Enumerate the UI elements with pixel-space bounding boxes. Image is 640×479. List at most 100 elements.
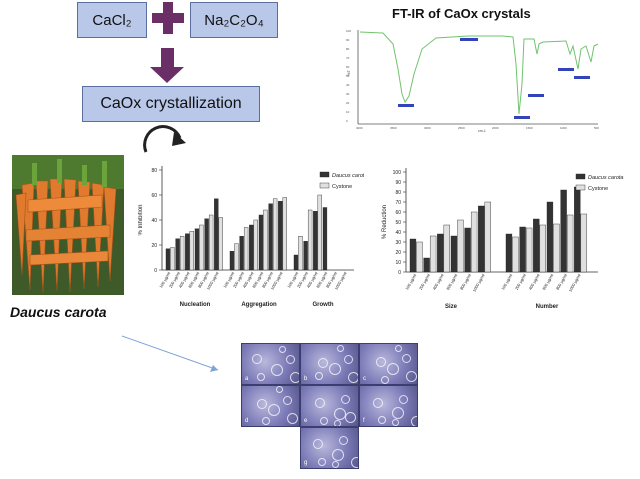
crystal-blob [279, 345, 286, 353]
crystal-blob [276, 386, 283, 393]
bar [263, 209, 268, 271]
category-tick-label: 1000 µg/ml [471, 273, 485, 293]
bar [199, 224, 204, 271]
reagent-cacl2-label: CaCl₂ [92, 11, 132, 29]
y-tick-label: 80 [151, 168, 157, 174]
crystal-blob [287, 412, 298, 424]
bar [194, 228, 200, 271]
legend-swatch [575, 173, 586, 180]
legend-label: Daucus carota [332, 173, 364, 179]
crystal-blob [318, 457, 326, 466]
crystal-blob [268, 404, 280, 416]
bar [539, 224, 546, 273]
ftir-y-tick: 100 [346, 29, 351, 33]
bar [208, 214, 214, 271]
category-tick-label: 1000 µg/ml [567, 273, 581, 293]
category-tick-label: 800 µg/ml [555, 273, 568, 291]
category-tick-label: 400 µg/ml [528, 273, 541, 291]
crystal-blob [406, 371, 417, 382]
y-tick-label: 30 [395, 240, 401, 246]
bar [423, 257, 430, 273]
micrograph: c [359, 343, 418, 385]
crystal-blob [345, 412, 356, 423]
svg-text:cm-1: cm-1 [478, 129, 486, 133]
bar [437, 233, 444, 273]
crystal-blob [271, 363, 283, 376]
y-axis-label: % Reduction [382, 205, 388, 239]
bar [478, 205, 485, 273]
bar [204, 218, 209, 271]
y-tick-label: 20 [151, 243, 157, 249]
ftir-x-tick: 1000 [560, 126, 567, 130]
bar [243, 227, 249, 271]
bar [258, 214, 264, 271]
down-arrow-icon [161, 48, 174, 68]
y-tick-label: 70 [395, 200, 401, 206]
bar [443, 224, 450, 273]
ftir-y-tick: 80 [346, 47, 350, 51]
crystal-blob [286, 355, 295, 364]
crystal-blob [334, 419, 341, 426]
y-tick-label: 20 [395, 250, 401, 256]
bar [278, 201, 283, 271]
micrograph-label: g [304, 460, 308, 466]
crystal-blob [257, 398, 267, 409]
bar [249, 224, 254, 271]
bar [525, 227, 533, 273]
crystal-blob [313, 439, 323, 449]
ftir-y-tick: 60 [346, 65, 350, 69]
crystal-blob [339, 436, 348, 445]
legend-label: Cystone [332, 184, 352, 190]
category-tick-label: 400 µg/ml [432, 273, 445, 291]
connector-arrow-icon [121, 335, 219, 372]
bar [268, 203, 273, 271]
y-tick-label: 0 [398, 270, 401, 276]
ftir-y-tick: 40 [346, 83, 350, 87]
y-tick-label: 60 [395, 210, 401, 216]
ftir-x-tick: 1500 [526, 126, 533, 130]
crystal-blob [411, 415, 417, 426]
crystal-blob [341, 395, 350, 404]
bar [505, 233, 513, 273]
y-tick-label: 80 [395, 190, 401, 196]
crystal-blob [376, 357, 386, 367]
ftir-title: FT-IR of CaOx crystals [392, 6, 531, 21]
bar [546, 201, 554, 273]
crystal-blob [378, 416, 386, 424]
crystal-blob [283, 395, 292, 405]
crystal-blob [373, 397, 383, 408]
crystal-blob [344, 354, 353, 364]
bar [214, 198, 219, 271]
bar [229, 251, 235, 271]
category-tick-label: 600 µg/ml [541, 273, 554, 291]
crystal-blob [315, 372, 323, 380]
micrograph: b [300, 343, 359, 385]
bar [239, 236, 244, 271]
bar [450, 235, 458, 273]
crystal-blob [332, 460, 339, 468]
legend-swatch [575, 184, 586, 191]
category-tick-label: 100 µg/ml [404, 273, 417, 291]
bar [253, 219, 258, 271]
crystallization-box: CaOx crystallization [82, 86, 260, 122]
ftir-y-tick: 70 [346, 56, 350, 60]
crystal-blob [290, 372, 299, 383]
crystal-blob [399, 394, 408, 404]
bar [512, 236, 519, 273]
y-axis-label: % Inhibition [138, 204, 144, 235]
group-label: Nucleation [180, 302, 211, 308]
bar [218, 217, 223, 271]
crystal-blob [329, 363, 341, 375]
legend-label: Daucus carota [588, 175, 623, 181]
bar [519, 226, 526, 273]
y-tick-label: 50 [395, 220, 401, 226]
category-tick-label: 800 µg/ml [459, 273, 472, 291]
legend-label: Cystone [588, 186, 608, 192]
group-label: Aggregation [241, 302, 277, 308]
bar [272, 198, 278, 271]
bar [185, 233, 190, 271]
ftir-y-tick: 0 [346, 119, 348, 123]
y-tick-label: 10 [395, 260, 401, 266]
